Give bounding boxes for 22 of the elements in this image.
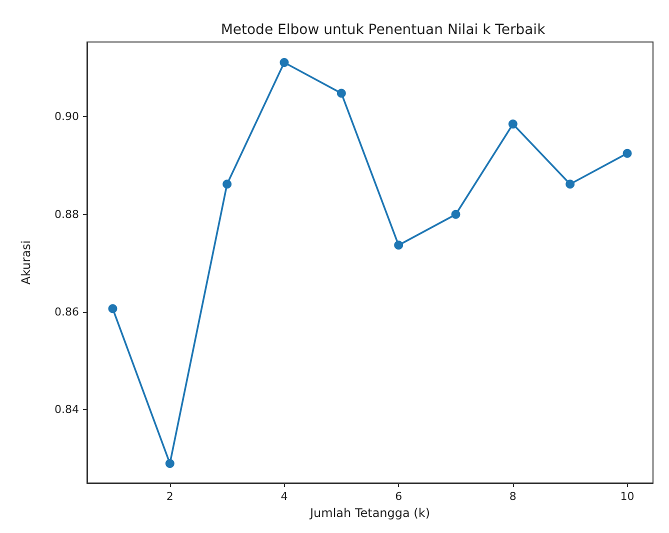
- x-tick-label: 8: [509, 490, 516, 503]
- chart-title: Metode Elbow untuk Penentuan Nilai k Terbaik: [220, 22, 546, 38]
- point: [622, 148, 632, 158]
- x-tick-label: 4: [280, 490, 288, 503]
- y-tick-label: 0.86: [54, 306, 79, 319]
- point: [394, 240, 404, 250]
- x-axis-title: Jumlah Tetangga (k): [309, 506, 430, 520]
- y-tick-label: 0.90: [54, 110, 79, 124]
- point: [108, 304, 118, 314]
- point: [336, 88, 346, 98]
- y-tick-label: 0.88: [54, 208, 79, 221]
- x-tick-label: 10: [620, 490, 634, 503]
- point: [280, 58, 289, 68]
- point: [566, 180, 575, 189]
- point: [165, 458, 174, 468]
- x-tick-label: 6: [395, 490, 402, 503]
- point: [508, 120, 518, 129]
- x-tick-label: 2: [166, 490, 174, 503]
- y-tick-label: 0.84: [54, 403, 79, 416]
- point: [222, 180, 232, 189]
- point: [451, 210, 460, 219]
- y-axis-title: Akurasi: [19, 240, 33, 285]
